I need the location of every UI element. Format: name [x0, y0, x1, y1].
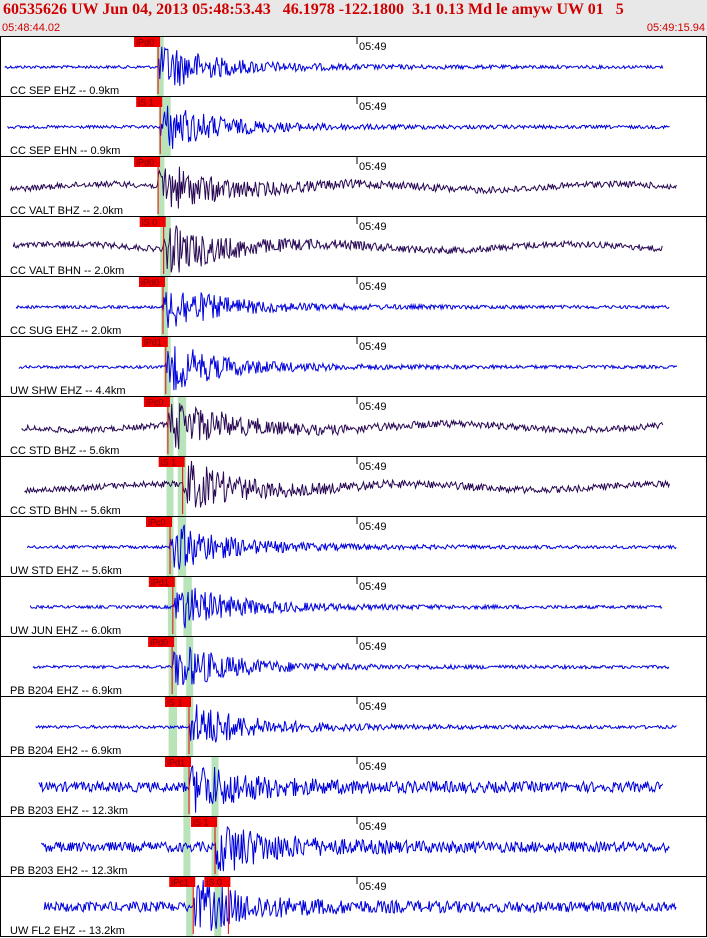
waveform-trace [15, 292, 670, 328]
waveform-trace [29, 587, 663, 629]
pick-label: iPd0 [136, 158, 154, 168]
pick-box [134, 37, 161, 47]
waveform-trace [21, 403, 664, 450]
waveform-trace [12, 225, 663, 273]
station-label: UW SHW EHZ -- 4.4km [10, 385, 126, 397]
waveform-trace [7, 105, 670, 149]
pick-box [139, 217, 166, 227]
pick-window [183, 757, 191, 816]
pick-box [143, 397, 170, 407]
minute-label: 05:49 [359, 821, 387, 833]
station-label: CC STD BHN -- 5.6km [10, 505, 121, 517]
pick-box [138, 277, 165, 287]
pick-window [160, 217, 171, 276]
minute-label: 05:49 [359, 221, 387, 233]
station-label: CC SUG EHZ -- 2.0km [10, 325, 121, 337]
event-title: 60535626 UW Jun 04, 2013 05:48:53.43 46.… [3, 1, 624, 18]
minute-label: 05:49 [359, 881, 387, 893]
waveform-trace [32, 646, 670, 686]
station-label: PB B204 EH2 -- 6.9km [10, 745, 121, 757]
station-label: CC STD BHZ -- 5.6km [10, 445, 119, 457]
seismogram-plot[interactable]: 05:49 iPd0 CC SEP EHZ -- 0.9km 05:49 iS 1 CC … [0, 36, 707, 938]
station-label: PB B203 EHZ -- 12.3km [10, 805, 128, 817]
pick-box [134, 157, 161, 167]
pick-box [204, 877, 231, 887]
pick-box [164, 697, 191, 707]
pick-label: iPd1 [151, 578, 169, 588]
minute-label: 05:49 [359, 101, 387, 113]
waveform-trace [26, 524, 677, 570]
pick-window [157, 157, 165, 216]
station-label: CC SEP EHN -- 0.9km [10, 145, 120, 157]
pick-box [191, 817, 218, 827]
pick-label: iS 1 [138, 98, 154, 108]
pick-box [141, 337, 168, 347]
station-label: UW STD EHZ -- 5.6km [10, 565, 122, 577]
waveform-trace [24, 460, 670, 508]
pick-label: iPc1 [171, 878, 189, 888]
waveform-trace [35, 704, 677, 743]
pick-label: iS 0 [142, 218, 158, 228]
minute-label: 05:49 [359, 581, 387, 593]
pick-box [169, 877, 196, 887]
pick-label: iPc0 [148, 518, 166, 528]
pick-box [146, 517, 173, 527]
pick-window [177, 397, 187, 456]
station-label: CC SEP EHZ -- 0.9km [10, 85, 119, 97]
waveform-trace [9, 166, 677, 209]
waveform-trace [43, 880, 677, 931]
pick-box [148, 637, 175, 647]
pick-label: iPc0 [146, 398, 164, 408]
pick-window [158, 97, 171, 156]
pick-box [148, 577, 175, 587]
minute-label: 05:49 [359, 521, 387, 533]
station-label: CC VALT BHZ -- 2.0km [10, 205, 123, 217]
pick-label: iPd0 [150, 638, 168, 648]
window-start-time: 05:48:44.02 [2, 22, 61, 34]
pick-label: iPd1 [167, 758, 185, 768]
station-label: UW JUN EHZ -- 6.0km [10, 625, 121, 637]
window-end-time: 05:49:15.94 [646, 22, 705, 34]
header-bar: 60535626 UW Jun 04, 2013 05:48:53.43 46.… [0, 0, 707, 36]
minute-label: 05:49 [359, 281, 387, 293]
minute-label: 05:49 [359, 761, 387, 773]
station-label: PB B204 EHZ -- 6.9km [10, 685, 122, 697]
minute-label: 05:49 [359, 401, 387, 413]
minute-label: 05:49 [359, 341, 387, 353]
pick-label: iPd1 [144, 338, 162, 348]
station-label: CC VALT BHN -- 2.0km [10, 265, 124, 277]
minute-label: 05:49 [359, 161, 387, 173]
pick-window [177, 457, 187, 516]
waveform-trace [40, 825, 670, 872]
pick-box [158, 457, 185, 467]
pick-box [164, 757, 191, 767]
pick-label: iPd0 [141, 278, 159, 288]
pick-label: iS 1 [167, 698, 183, 708]
waveform-trace [18, 346, 678, 391]
pick-window [160, 277, 168, 336]
waveform-trace [4, 46, 664, 87]
minute-label: 05:49 [359, 461, 387, 473]
pick-window [177, 517, 187, 576]
pick-label: iS 1 [193, 818, 209, 828]
minute-label: 05:49 [359, 701, 387, 713]
minute-label: 05:49 [359, 41, 387, 53]
minute-label: 05:49 [359, 641, 387, 653]
pick-box [136, 97, 163, 107]
station-label: UW FL2 EHZ -- 13.2km [10, 925, 125, 937]
pick-label: iS 0 [206, 878, 222, 888]
waveform-trace [38, 765, 664, 813]
pick-window [168, 637, 178, 696]
station-label: PB B203 EH2 -- 12.3km [10, 865, 127, 877]
pick-label: iS 1 [161, 458, 177, 468]
pick-window [186, 637, 194, 696]
pick-label: iPd0 [136, 38, 154, 48]
pick-window [183, 577, 192, 636]
